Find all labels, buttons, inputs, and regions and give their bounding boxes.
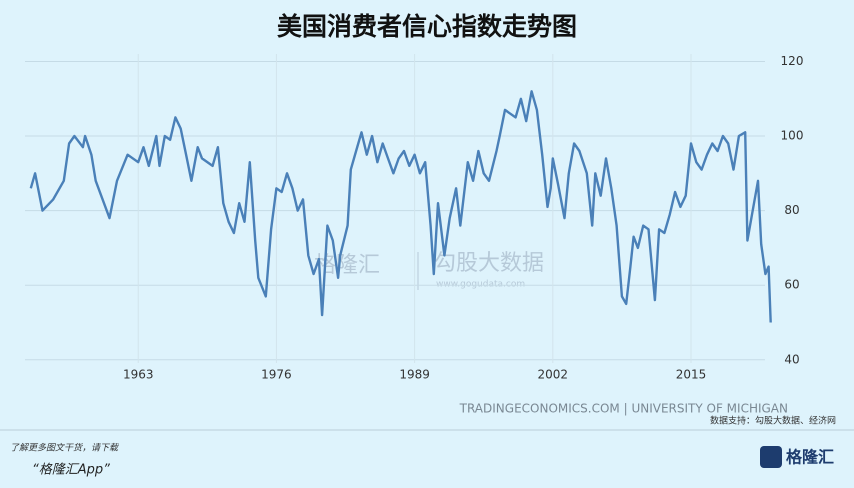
x-tick-label: 2015 bbox=[676, 368, 707, 382]
watermark-data: 勾股大数据 bbox=[434, 251, 544, 276]
watermark-url: www.gogudata.com bbox=[436, 280, 525, 290]
x-tick-label: 1989 bbox=[399, 368, 430, 382]
footer-app: “格隆汇App” bbox=[32, 463, 110, 478]
data-support: 数据支持：勾股大数据、经济网 bbox=[710, 415, 836, 427]
chart-title: 美国消费者信心指数走势图 bbox=[277, 12, 577, 41]
x-tick-label: 2002 bbox=[538, 368, 569, 382]
series-line bbox=[29, 90, 772, 323]
y-tick-label: 60 bbox=[784, 278, 799, 292]
y-tick-label: 120 bbox=[781, 54, 804, 68]
x-tick-label: 1976 bbox=[261, 368, 292, 382]
logo-icon bbox=[760, 446, 782, 468]
y-tick-label: 100 bbox=[781, 129, 804, 143]
y-tick-label: 40 bbox=[784, 352, 799, 366]
source: TRADINGECONOMICS.COM | UNIVERSITY OF MIC… bbox=[459, 402, 788, 416]
y-tick-label: 80 bbox=[784, 203, 799, 217]
footer-note: 了解更多图文干货，请下载 bbox=[10, 443, 119, 454]
x-tick-label: 1963 bbox=[123, 368, 154, 382]
logo-text: 格隆汇 bbox=[786, 448, 834, 467]
